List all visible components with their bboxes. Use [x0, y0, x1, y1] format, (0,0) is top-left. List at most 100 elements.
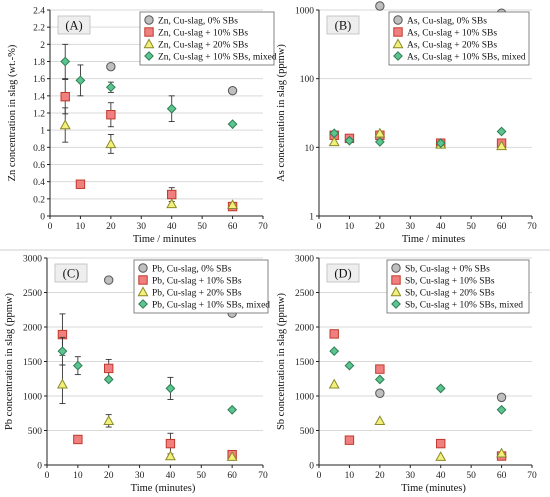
y-tick-label: 500 [28, 427, 43, 437]
data-point [227, 119, 238, 130]
y-tick-label: 10 [305, 144, 315, 154]
panel-label: (D) [334, 267, 351, 281]
data-point [374, 136, 385, 147]
x-tick-label: 50 [197, 222, 207, 232]
x-tick-label: 20 [104, 471, 114, 481]
y-tick-label: 2000 [23, 324, 42, 334]
x-tick-label: 20 [375, 471, 385, 481]
data-point [496, 392, 507, 403]
data-point [329, 329, 339, 339]
x-tick-label: 0 [317, 222, 322, 232]
data-point [104, 275, 114, 285]
legend-label: As, Cu-slag + 10% SBs [407, 29, 497, 39]
series-0 [375, 388, 507, 403]
legend-label: Zn, Cu-slag + 10% SBs, mixed [158, 53, 277, 63]
y-tick-label: 0.8 [33, 144, 45, 154]
y-tick-label: 1 [309, 213, 314, 223]
x-tick-label: 60 [227, 471, 237, 481]
y-tick-label: 2.4 [33, 7, 45, 17]
data-point [374, 374, 385, 385]
data-point [73, 434, 83, 445]
data-point [329, 128, 340, 139]
data-point [496, 404, 507, 415]
data-point [75, 75, 86, 86]
data-point [374, 415, 386, 426]
y-tick-label: 1500 [295, 358, 314, 368]
legend-label: Pb, Cu-slag, 0% SBs [152, 265, 232, 275]
panel-label-box [54, 263, 88, 283]
data-point [165, 383, 176, 394]
legend-marker [391, 263, 401, 273]
legend-label: Pb, Cu-slag + 10% SBs, mixed [152, 301, 270, 311]
data-point [56, 378, 68, 389]
y-tick-label: 1.6 [33, 75, 45, 85]
data-point [375, 1, 385, 11]
y-tick-label: 2500 [23, 289, 42, 299]
y-tick-label: 2 [40, 41, 45, 51]
legend-label: Sb, Cu-slag + 20% SBs [405, 289, 495, 299]
data-point [329, 346, 340, 357]
data-point [106, 61, 116, 72]
data-point [72, 360, 83, 371]
legend-marker [144, 15, 154, 25]
x-tick-label: 40 [436, 222, 446, 232]
legend-marker [137, 286, 149, 297]
data-point [60, 91, 70, 102]
x-tick-label: 50 [466, 471, 476, 481]
y-tick-label: 0.2 [33, 195, 45, 205]
series-2 [328, 378, 508, 461]
x-tick-label: 30 [137, 222, 147, 232]
y-tick-label: 3000 [23, 255, 42, 265]
x-tick-label: 60 [228, 222, 238, 232]
legend-marker [144, 27, 154, 37]
x-tick-label: 40 [167, 222, 177, 232]
x-tick-label: 70 [527, 471, 537, 481]
data-point [60, 56, 71, 67]
legend: As, Cu-slag, 0% SBs As, Cu-slag + 10% SBs… [388, 11, 530, 66]
legend-label: Pb, Cu-slag + 20% SBs [152, 289, 242, 299]
data-point [496, 140, 508, 151]
x-tick-label: 30 [406, 222, 416, 232]
x-tick-label: 30 [406, 471, 416, 481]
y-axis-title: As concentration in slag (ppmw) [276, 44, 287, 182]
series-3 [329, 126, 507, 149]
legend-marker [144, 51, 154, 61]
legend-box [139, 11, 275, 66]
data-point [328, 378, 340, 389]
data-point [496, 447, 508, 458]
x-axis-title: Time (minutes) [401, 483, 466, 494]
x-tick-label: 50 [197, 471, 207, 481]
data-point [344, 360, 355, 371]
panel-label: (B) [335, 19, 352, 33]
panel-a: 0 10 20 30 40 50 60 70 0 0.2 0.4 0.6 0.8 1 1.2 1.4 1.6 1.… [7, 7, 277, 246]
data-point [328, 136, 340, 147]
y-tick-label: 2000 [295, 324, 314, 334]
y-tick-label: 0.4 [33, 178, 45, 188]
y-tick-label: 1500 [23, 358, 42, 368]
data-point [227, 404, 238, 415]
x-tick-label: 70 [258, 222, 268, 232]
x-tick-label: 40 [436, 471, 446, 481]
data-point [436, 438, 446, 449]
y-tick-label: 1000 [295, 393, 314, 403]
x-tick-label: 10 [76, 222, 86, 232]
data-point [227, 199, 239, 210]
x-axis-title: Time / minutes [402, 234, 465, 245]
data-point [103, 415, 115, 426]
legend-marker [138, 299, 148, 309]
data-point [496, 126, 507, 137]
x-tick-label: 0 [317, 471, 322, 481]
data-point [375, 388, 385, 398]
data-point [166, 198, 178, 209]
legend-label: Pb, Cu-slag + 10% SBs [152, 277, 242, 287]
legend-marker [391, 275, 401, 285]
panel-label-box [326, 15, 360, 35]
data-point [435, 451, 447, 461]
data-point [106, 110, 116, 120]
series-3 [329, 346, 507, 415]
y-tick-label: 2.2 [33, 24, 45, 34]
y-tick-label: 1000 [23, 393, 42, 403]
data-point [227, 85, 238, 96]
legend-box [386, 259, 530, 314]
legend-marker [143, 38, 155, 49]
